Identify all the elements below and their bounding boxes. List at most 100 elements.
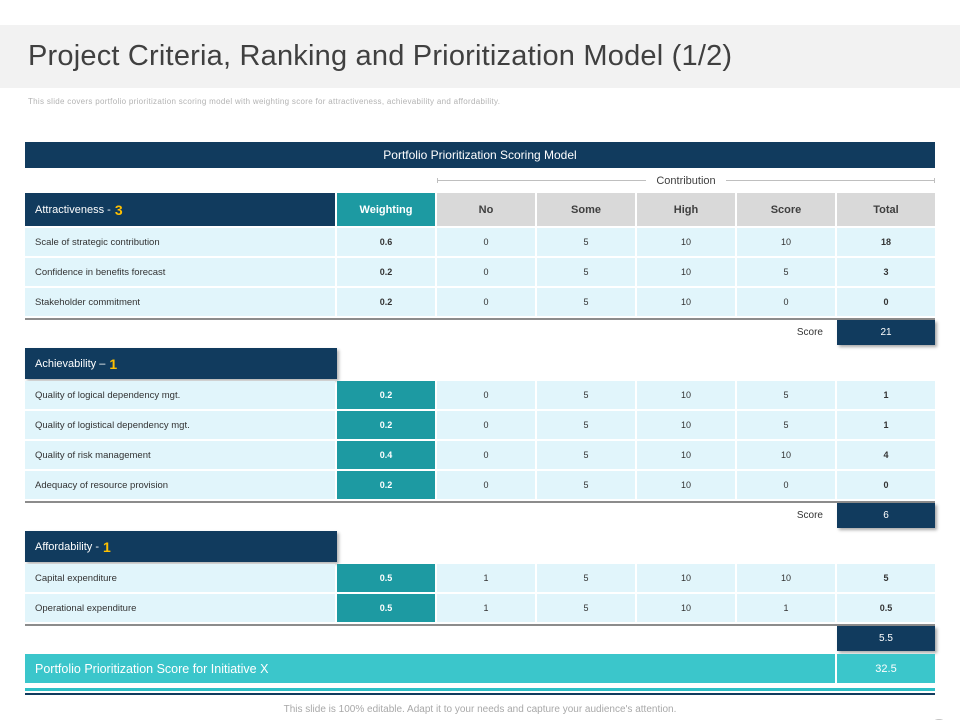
value-cell-score: 5 bbox=[737, 411, 835, 439]
value-cell-high: 10 bbox=[637, 288, 735, 316]
value-cell-score: 10 bbox=[737, 564, 835, 592]
value-cell-score: 0 bbox=[737, 471, 835, 499]
section-header-achievability: Achievability – 1 bbox=[25, 348, 337, 379]
criteria-cell: Stakeholder commitment bbox=[25, 288, 335, 316]
title-band: Project Criteria, Ranking and Prioritiza… bbox=[0, 25, 960, 88]
score-label: Score bbox=[737, 320, 835, 345]
column-header-row: Attractiveness - 3 Weighting No Some Hig… bbox=[25, 193, 935, 226]
value-cell-some: 5 bbox=[537, 441, 635, 469]
criteria-cell: Operational expenditure bbox=[25, 594, 335, 622]
column-header-high: High bbox=[637, 193, 735, 226]
weighting-cell: 0.2 bbox=[337, 411, 435, 439]
table-row: Quality of risk management 0.4 0 5 10 10… bbox=[25, 441, 935, 469]
section-weight-number: 1 bbox=[109, 355, 118, 372]
value-cell-no: 0 bbox=[437, 471, 535, 499]
portfolio-score-value: 32.5 bbox=[837, 654, 935, 683]
criteria-cell: Quality of logistical dependency mgt. bbox=[25, 411, 335, 439]
footer-note: This slide is 100% editable. Adapt it to… bbox=[283, 704, 677, 715]
value-cell-some: 5 bbox=[537, 471, 635, 499]
column-header-total: Total bbox=[837, 193, 935, 226]
weighting-cell: 0.5 bbox=[337, 564, 435, 592]
value-cell-high: 10 bbox=[637, 594, 735, 622]
value-cell-no: 1 bbox=[437, 594, 535, 622]
section-name: Achievability – bbox=[35, 357, 106, 370]
value-cell-total: 1 bbox=[837, 381, 935, 409]
divider-line-navy bbox=[25, 693, 935, 695]
value-cell-high: 10 bbox=[637, 258, 735, 286]
column-header-no: No bbox=[437, 193, 535, 226]
value-cell-score: 5 bbox=[737, 258, 835, 286]
value-cell-some: 5 bbox=[537, 564, 635, 592]
column-header-score: Score bbox=[737, 193, 835, 226]
score-label: Score bbox=[737, 503, 835, 528]
column-header-weighting: Weighting bbox=[337, 193, 435, 226]
table-row: Confidence in benefits forecast 0.2 0 5 … bbox=[25, 258, 935, 286]
contribution-line-cap bbox=[934, 178, 936, 183]
table-row: Quality of logistical dependency mgt. 0.… bbox=[25, 411, 935, 439]
value-cell-total: 0.5 bbox=[837, 594, 935, 622]
contribution-line-left bbox=[438, 180, 647, 181]
criteria-cell: Adequacy of resource provision bbox=[25, 471, 335, 499]
contribution-line-right bbox=[725, 180, 935, 181]
value-cell-some: 5 bbox=[537, 594, 635, 622]
value-cell-some: 5 bbox=[537, 258, 635, 286]
attractiveness-score-value: 21 bbox=[837, 320, 935, 345]
table-row: Scale of strategic contribution 0.6 0 5 … bbox=[25, 228, 935, 256]
value-cell-total: 1 bbox=[837, 411, 935, 439]
achievability-score-value: 6 bbox=[837, 503, 935, 528]
table-row: Adequacy of resource provision 0.2 0 5 1… bbox=[25, 471, 935, 499]
section-name: Affordability - bbox=[35, 540, 99, 553]
section-weight-number: 3 bbox=[114, 201, 123, 218]
value-cell-score: 5 bbox=[737, 381, 835, 409]
value-cell-total: 0 bbox=[837, 288, 935, 316]
affordability-total-value: 5.5 bbox=[837, 626, 935, 651]
value-cell-total: 3 bbox=[837, 258, 935, 286]
value-cell-high: 10 bbox=[637, 564, 735, 592]
slide: Project Criteria, Ranking and Prioritiza… bbox=[0, 25, 960, 720]
value-cell-total: 5 bbox=[837, 564, 935, 592]
value-cell-total: 4 bbox=[837, 441, 935, 469]
criteria-cell: Scale of strategic contribution bbox=[25, 228, 335, 256]
section-weight-number: 1 bbox=[103, 538, 111, 555]
criteria-cell: Capital expenditure bbox=[25, 564, 335, 592]
value-cell-high: 10 bbox=[637, 228, 735, 256]
weighting-cell: 0.2 bbox=[337, 381, 435, 409]
value-cell-score: 10 bbox=[737, 228, 835, 256]
value-cell-no: 0 bbox=[437, 228, 535, 256]
section-score-row: Score 6 bbox=[25, 501, 935, 528]
divider-line-teal bbox=[25, 688, 935, 691]
column-header-some: Some bbox=[537, 193, 635, 226]
value-cell-high: 10 bbox=[637, 441, 735, 469]
weighting-cell: 0.2 bbox=[337, 471, 435, 499]
table-title-bar: Portfolio Prioritization Scoring Model bbox=[25, 142, 935, 168]
weighting-cell: 0.6 bbox=[337, 228, 435, 256]
contribution-header-row: Contribution bbox=[25, 168, 936, 193]
slide-subtitle: This slide covers portfolio prioritizati… bbox=[28, 97, 501, 106]
value-cell-total: 0 bbox=[837, 471, 935, 499]
value-cell-some: 5 bbox=[537, 381, 635, 409]
weighting-cell: 0.5 bbox=[337, 594, 435, 622]
value-cell-score: 1 bbox=[737, 594, 835, 622]
table-row: Capital expenditure 0.5 1 5 10 10 5 bbox=[25, 564, 935, 592]
table-row: Quality of logical dependency mgt. 0.2 0… bbox=[25, 381, 935, 409]
criteria-cell: Quality of risk management bbox=[25, 441, 335, 469]
value-cell-no: 0 bbox=[437, 288, 535, 316]
weighting-cell: 0.2 bbox=[337, 258, 435, 286]
weighting-cell: 0.4 bbox=[337, 441, 435, 469]
value-cell-no: 1 bbox=[437, 564, 535, 592]
value-cell-no: 0 bbox=[437, 441, 535, 469]
section-name: Attractiveness - bbox=[35, 203, 111, 216]
value-cell-score: 10 bbox=[737, 441, 835, 469]
value-cell-score: 0 bbox=[737, 288, 835, 316]
section-score-row: Score 21 bbox=[25, 318, 935, 345]
table-row: Stakeholder commitment 0.2 0 5 10 0 0 bbox=[25, 288, 935, 316]
criteria-cell: Quality of logical dependency mgt. bbox=[25, 381, 335, 409]
page-title: Project Criteria, Ranking and Prioritiza… bbox=[28, 40, 733, 72]
criteria-cell: Confidence in benefits forecast bbox=[25, 258, 335, 286]
portfolio-score-label: Portfolio Prioritization Score for Initi… bbox=[25, 654, 835, 683]
contribution-label: Contribution bbox=[656, 174, 716, 187]
value-cell-no: 0 bbox=[437, 258, 535, 286]
value-cell-total: 18 bbox=[837, 228, 935, 256]
value-cell-no: 0 bbox=[437, 381, 535, 409]
value-cell-some: 5 bbox=[537, 228, 635, 256]
